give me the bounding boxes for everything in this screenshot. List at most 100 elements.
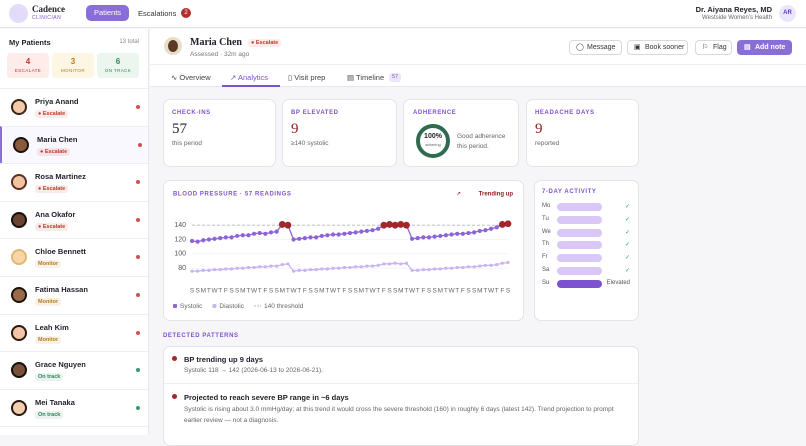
status-dot [136, 368, 140, 373]
day-status: ✓ [624, 242, 630, 249]
point [280, 263, 284, 267]
tab-underline [222, 85, 280, 87]
point [212, 268, 217, 272]
stat-value: 4 [25, 57, 31, 66]
status-dot [136, 255, 140, 260]
point [348, 265, 352, 270]
elevated-point [380, 221, 388, 229]
label: Flag [713, 44, 727, 51]
patient-row[interactable]: Ana Okafor ● Escalate [0, 200, 148, 238]
status: Monitor [38, 336, 59, 343]
point [190, 269, 194, 273]
status-tag: Monitor [35, 335, 62, 344]
elevated-point [403, 221, 410, 229]
activity-bar [557, 228, 602, 237]
x-tick-label: S [235, 288, 240, 295]
point [427, 268, 431, 272]
tab-active[interactable]: ↗ Analytics [230, 73, 268, 82]
x-tick-label: F [342, 288, 346, 295]
status: On track [38, 411, 61, 418]
patient-row[interactable]: Maria Chen ● Escalate [0, 125, 148, 163]
point [359, 265, 363, 269]
y-tick-label: 140 [174, 222, 186, 229]
x-tick-label: T [297, 288, 301, 295]
status-tag: ● Escalate [35, 110, 69, 118]
patient-name: Maria Chen [37, 134, 78, 144]
nav-patients[interactable]: Patients [86, 5, 129, 21]
stat: 6 ON TRACK [97, 53, 139, 78]
x-tick-label: S [348, 288, 353, 295]
point [303, 268, 307, 272]
point [433, 267, 437, 271]
flag-button[interactable]: ⚐ Flag [695, 40, 732, 55]
point [404, 261, 409, 265]
point [246, 265, 251, 270]
legend-label: 140 threshold [264, 303, 304, 310]
status: Escalate [42, 223, 66, 230]
patient-avatar [11, 249, 27, 266]
x-tick-label: S [466, 288, 471, 295]
add-note-button[interactable]: ▤ Add note [737, 40, 792, 55]
patient-row[interactable]: Chloe Bennett Monitor [0, 238, 148, 275]
status-dot [136, 330, 140, 335]
x-tick-label: T [455, 288, 459, 295]
patient-row[interactable]: Fatima Hassan Monitor [0, 276, 148, 313]
pattern-title: Projected to reach severe BP range in ~6… [184, 393, 349, 402]
patient-avatar [11, 99, 27, 115]
status-dot [136, 405, 140, 410]
patient-row[interactable]: Grace Nguyen On track [0, 351, 148, 388]
tab-divider [150, 64, 806, 65]
status-dot [136, 293, 140, 297]
point [241, 266, 245, 270]
user-org: Westside Women's Health [702, 15, 772, 21]
point [409, 236, 415, 241]
card: ADHERENCE 100% adhering Good adherence t… [403, 99, 519, 167]
point [325, 267, 330, 271]
x-tick-label: T [376, 288, 380, 295]
total: 13 total [119, 39, 139, 45]
status-tag: On track [35, 373, 64, 382]
tab[interactable]: ▯ Visit prep [288, 73, 326, 82]
message-button[interactable]: ◯ Message [569, 40, 622, 55]
legend-swatch [212, 304, 217, 308]
point [359, 229, 364, 234]
patient-name: Grace Nguyen [35, 360, 86, 370]
book-button[interactable]: ▣ Book sooner [627, 40, 688, 55]
patient-name: Fatima Hassan [35, 285, 88, 294]
x-tick-label: M [201, 288, 206, 295]
x-tick-label: F [303, 288, 307, 295]
chart-title: BLOOD PRESSURE · 57 READINGS [173, 192, 291, 198]
patient-row[interactable]: Priya Anand ● Escalate [0, 88, 148, 125]
x-tick-label: F [263, 288, 267, 295]
point [449, 232, 454, 237]
point [252, 265, 256, 270]
point [195, 239, 200, 244]
point [337, 266, 341, 270]
pattern-dot [172, 356, 177, 361]
patient-row[interactable]: Leah Kim Monitor [0, 313, 148, 351]
point [426, 235, 432, 240]
nav-escalations[interactable]: Escalations [138, 9, 177, 18]
label: Visit prep [294, 73, 326, 82]
tab[interactable]: ▤ Timeline [347, 73, 385, 82]
patient-row[interactable]: Mei Tanaka On track [0, 388, 148, 426]
x-tick-label: S [387, 288, 392, 295]
sidebar: My Patients 13 total 4 ESCALATE 3 MONITOR 6 O… [0, 29, 149, 435]
point [286, 262, 290, 266]
avatar[interactable]: AR [779, 5, 796, 22]
brand-sub: CLINICIAN [32, 15, 62, 21]
point [257, 230, 262, 236]
tab[interactable]: ∿ Overview [171, 73, 211, 82]
patient-row[interactable]: Rosa Martinez ● Escalate [0, 163, 148, 200]
x-tick-label: T [337, 288, 341, 295]
point [477, 228, 482, 234]
point [410, 268, 414, 272]
activity-bar [557, 267, 602, 275]
point [201, 268, 205, 272]
point [240, 233, 245, 238]
x-tick-label: F [500, 288, 504, 295]
point [353, 230, 358, 235]
point [258, 265, 262, 269]
point [444, 266, 448, 270]
patient-row[interactable]: Jada Thompson [0, 426, 148, 435]
